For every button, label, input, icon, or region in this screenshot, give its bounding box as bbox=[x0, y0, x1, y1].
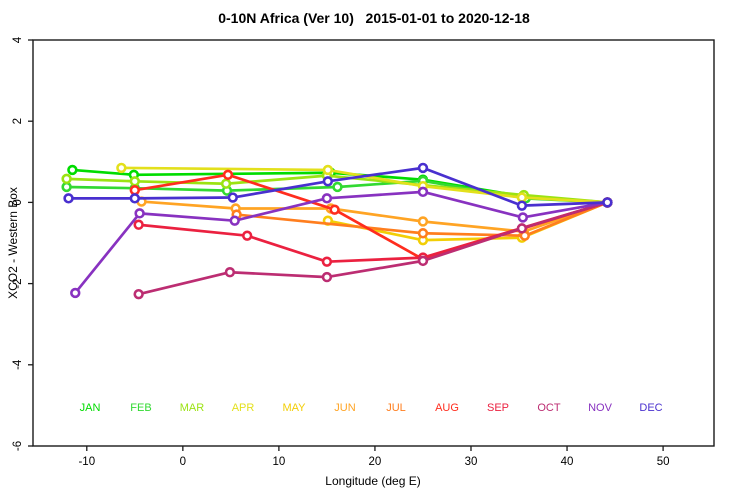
y-axis-label: XCO2 - Western Box bbox=[6, 187, 20, 299]
legend-label-MAR: MAR bbox=[180, 402, 205, 414]
data-point-APR bbox=[516, 192, 528, 203]
legend-label-FEB: FEB bbox=[130, 402, 151, 414]
data-point-APR bbox=[322, 164, 334, 176]
series-line-JUL bbox=[236, 201, 608, 238]
data-point-APR bbox=[116, 162, 127, 174]
series-line-AUG bbox=[134, 173, 608, 261]
data-series-DEC bbox=[63, 162, 613, 211]
legend-label-MAY: MAY bbox=[282, 402, 306, 414]
y-tick-label: -4 bbox=[12, 359, 24, 370]
data-point-DEC bbox=[129, 193, 141, 204]
series-line-JUN bbox=[141, 200, 608, 233]
data-point-SEP bbox=[241, 230, 253, 241]
data-point-MAR bbox=[220, 178, 232, 189]
series-line-MAR bbox=[66, 174, 608, 204]
data-point-AUG bbox=[222, 169, 234, 180]
data-point-FEB bbox=[61, 181, 72, 193]
x-tick-label: 0 bbox=[180, 456, 186, 468]
legend-label-OCT: OCT bbox=[537, 402, 561, 414]
y-tick-label: 0 bbox=[12, 199, 24, 205]
legend-label-JAN: JAN bbox=[80, 402, 101, 414]
data-point-DEC bbox=[417, 162, 429, 174]
data-point-NOV bbox=[70, 287, 81, 299]
data-point-JAN bbox=[67, 164, 78, 176]
data-point-MAR bbox=[61, 173, 72, 185]
data-point-JUL bbox=[417, 228, 429, 239]
x-tick-label: -10 bbox=[78, 456, 95, 468]
legend-label-JUN: JUN bbox=[334, 402, 355, 414]
data-point-NOV bbox=[229, 215, 240, 226]
data-point-OCT bbox=[417, 255, 429, 267]
data-point-AUG bbox=[329, 204, 340, 215]
series-line-OCT bbox=[138, 201, 608, 296]
y-tick-label: -2 bbox=[12, 278, 24, 288]
data-point-SEP bbox=[133, 219, 144, 230]
y-tick-label: -6 bbox=[12, 441, 24, 451]
data-point-OCT bbox=[321, 271, 333, 283]
legend-label-JUL: JUL bbox=[386, 402, 406, 414]
data-point-NOV bbox=[517, 212, 529, 223]
data-point-DEC bbox=[602, 197, 613, 208]
data-point-OCT bbox=[133, 288, 144, 300]
legend-label-SEP: SEP bbox=[487, 402, 509, 414]
data-point-MAR bbox=[129, 176, 141, 187]
data-point-AUG bbox=[129, 185, 141, 196]
data-point-DEC bbox=[516, 200, 528, 211]
y-tick-label: 4 bbox=[12, 36, 24, 43]
data-series-OCT bbox=[133, 197, 613, 300]
data-series-MAY bbox=[322, 197, 613, 246]
data-point-NOV bbox=[134, 208, 145, 219]
data-point-DEC bbox=[322, 176, 334, 187]
x-tick-label: 10 bbox=[272, 456, 285, 468]
series-line-NOV bbox=[74, 190, 608, 294]
legend-label-DEC: DEC bbox=[639, 402, 662, 414]
x-axis-label: Longitude (deg E) bbox=[325, 474, 421, 488]
chart-title: 0-10N Africa (Ver 10) 2015-01-01 to 2020… bbox=[218, 10, 530, 26]
data-point-FEB bbox=[332, 181, 343, 193]
plot-border bbox=[32, 39, 715, 447]
legend-label-AUG: AUG bbox=[435, 402, 459, 414]
x-tick-label: 40 bbox=[561, 456, 574, 468]
data-point-OCT bbox=[516, 223, 528, 234]
x-tick-label: 20 bbox=[369, 456, 382, 468]
legend-label-APR: APR bbox=[232, 402, 255, 414]
x-tick-label: 30 bbox=[465, 456, 478, 468]
data-point-SEP bbox=[321, 256, 333, 267]
data-point-DEC bbox=[227, 192, 238, 203]
data-point-NOV bbox=[321, 193, 333, 204]
data-point-DEC bbox=[63, 193, 74, 204]
data-point-JUN bbox=[417, 216, 429, 227]
legend-label-NOV: NOV bbox=[588, 402, 613, 414]
data-point-NOV bbox=[417, 186, 429, 198]
x-tick-label: 50 bbox=[657, 456, 670, 468]
data-point-OCT bbox=[224, 267, 236, 278]
y-tick-label: 2 bbox=[12, 118, 24, 124]
